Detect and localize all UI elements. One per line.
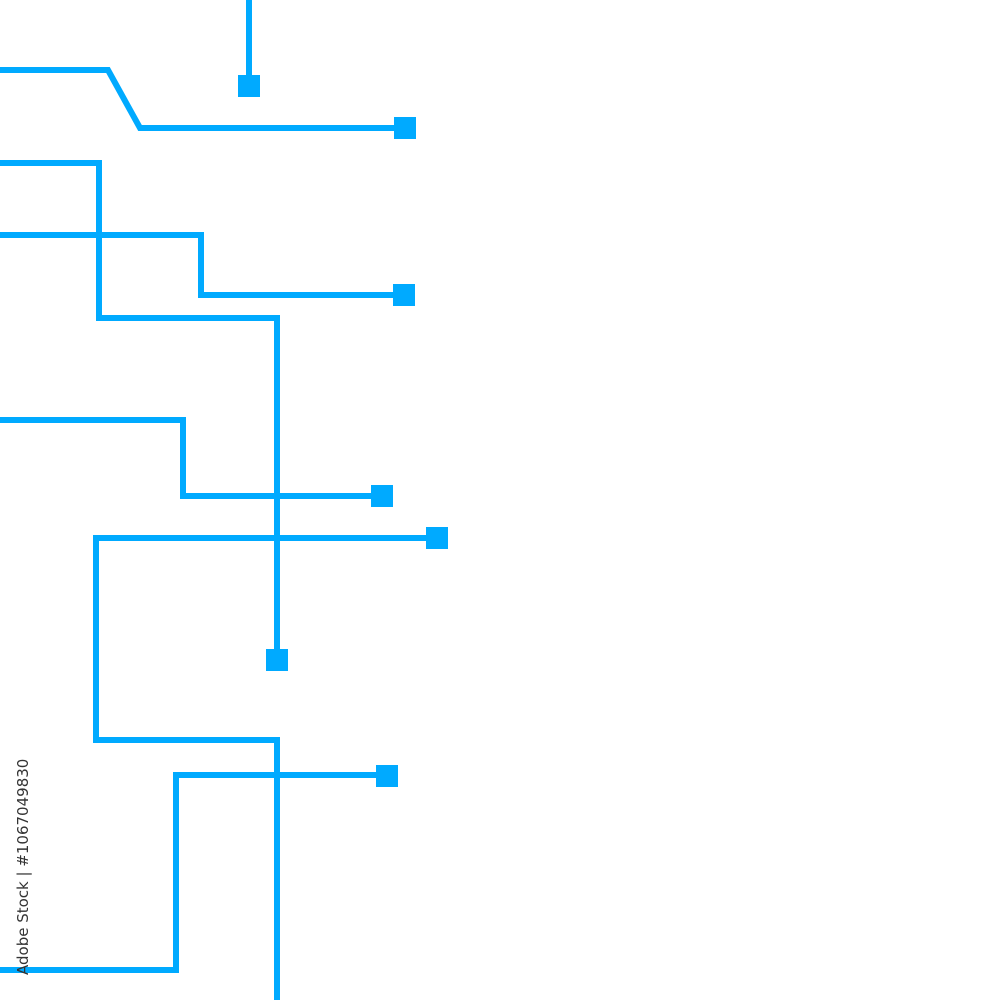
pad (238, 75, 260, 97)
trace (0, 772, 384, 973)
pad (376, 765, 398, 787)
trace (0, 417, 378, 499)
pad (266, 649, 288, 671)
trace (0, 232, 400, 298)
pad (394, 117, 416, 139)
trace (93, 535, 430, 1000)
pad (371, 485, 393, 507)
circuit-traces (0, 0, 448, 1000)
trace (0, 160, 280, 655)
trace (0, 67, 400, 131)
pad (393, 284, 415, 306)
watermark: Adobe Stock | #1067049830 (14, 759, 32, 975)
pad (426, 527, 448, 549)
